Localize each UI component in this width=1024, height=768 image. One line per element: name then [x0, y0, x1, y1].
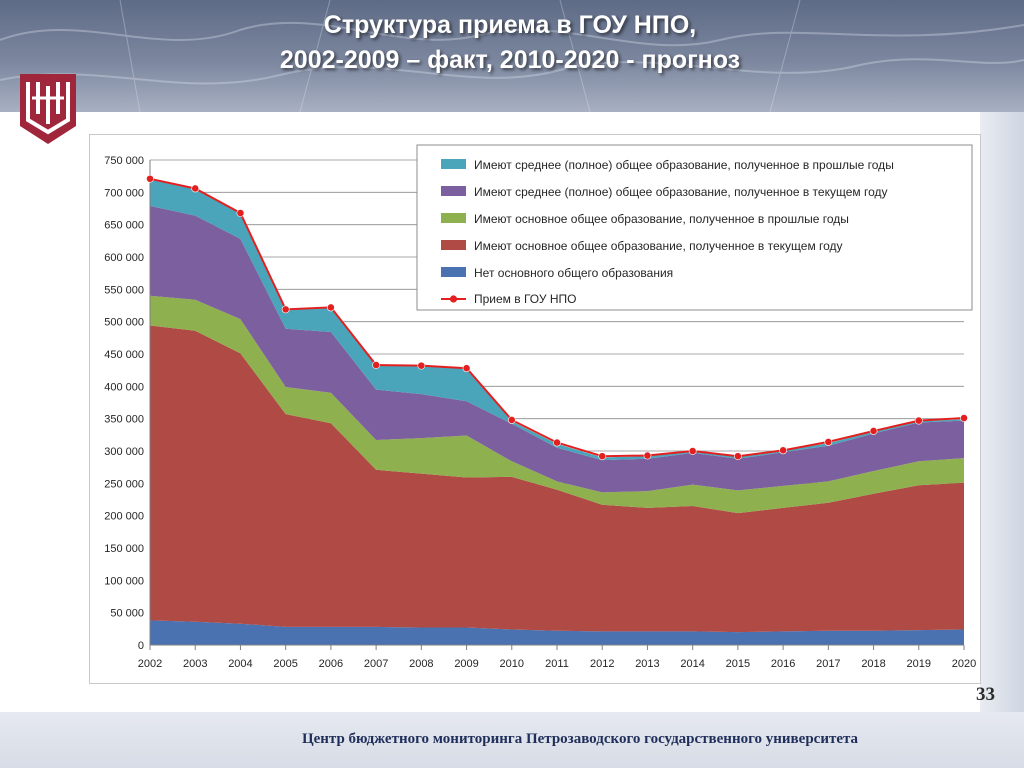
y-tick-label: 700 000 [104, 187, 144, 199]
legend-swatch [441, 159, 466, 169]
area-series-1 [150, 620, 964, 645]
x-tick-label: 2012 [590, 658, 614, 670]
x-tick-label: 2007 [364, 658, 388, 670]
x-tick-label: 2018 [861, 658, 885, 670]
legend-swatch [441, 186, 466, 196]
line-point [236, 209, 245, 217]
y-tick-label: 50 000 [110, 608, 144, 620]
x-tick-label: 2016 [771, 658, 795, 670]
y-tick-label: 550 000 [104, 284, 144, 296]
x-tick-label: 2015 [726, 658, 750, 670]
y-tick-label: 500 000 [104, 317, 144, 329]
stacked-area-chart: 0 50 000 100 000 150 000 200 000 250 000 300 0… [104, 144, 976, 670]
title-line-1: Структура приема в ГОУ НПО, [323, 11, 697, 39]
footer-band [0, 712, 1024, 768]
x-tick-label: 2010 [500, 658, 524, 670]
legend-label: Нет основного общего образования [474, 266, 673, 280]
legend-label: Имеют основное общее образование, получе… [474, 212, 849, 226]
line-point [733, 452, 742, 461]
area-series-2 [150, 325, 964, 633]
line-point [598, 452, 607, 461]
y-tick-label: 300 000 [104, 446, 144, 458]
y-tick-label: 350 000 [104, 414, 144, 426]
x-tick-label: 2006 [319, 658, 343, 670]
line-point [507, 416, 516, 424]
y-tick-label: 100 000 [104, 575, 144, 587]
legend-swatch [441, 240, 466, 250]
line-point [643, 451, 652, 460]
chart-panel: 0 50 000 100 000 150 000 200 000 250 000 300 0… [89, 134, 981, 684]
y-tick-label: 200 000 [104, 511, 144, 523]
area-series-3 [150, 295, 964, 514]
university-logo-icon [20, 74, 76, 144]
legend-swatch [441, 267, 466, 277]
line-point [372, 361, 381, 369]
x-tick-label: 2014 [680, 658, 704, 670]
x-tick-label: 2009 [454, 658, 478, 670]
legend-box [416, 144, 973, 311]
line-point [281, 305, 290, 314]
y-tick-label: 0 [138, 640, 144, 652]
line-point [326, 303, 335, 312]
slide-title: Структура приема в ГОУ НПО, 2002-2009 – … [200, 8, 820, 78]
x-tick-label: 2020 [952, 658, 976, 670]
title-line-2: 2002-2009 – факт, 2010-2020 - прогноз [279, 46, 741, 74]
legend-label: Прием в ГОУ НПО [474, 292, 576, 306]
line-point [960, 414, 968, 422]
line-point [417, 361, 426, 370]
line-point [191, 184, 200, 193]
y-tick-label: 750 000 [104, 155, 144, 167]
legend-label: Имеют основное общее образование, получе… [474, 239, 843, 253]
x-tick-label: 2004 [228, 658, 252, 670]
right-decoration [980, 112, 1024, 712]
legend-label: Имеют среднее (полное) общее образование… [474, 158, 894, 172]
area-series-4 [150, 205, 964, 493]
x-tick-label: 2002 [138, 658, 162, 670]
map-background-decoration [0, 0, 1024, 112]
y-tick-label: 250 000 [104, 478, 144, 490]
x-tick-label: 2013 [635, 658, 659, 670]
legend-label: Имеют среднее (полное) общее образование… [474, 185, 888, 199]
y-tick-label: 150 000 [104, 543, 144, 555]
y-tick-label: 600 000 [104, 252, 144, 264]
line-point [553, 438, 561, 447]
area-series-5 [150, 179, 964, 461]
y-tick-label: 400 000 [104, 381, 144, 393]
x-tick-label: 2008 [409, 658, 433, 670]
line-point [462, 364, 471, 373]
x-tick-label: 2005 [273, 658, 297, 670]
x-tick-label: 2017 [816, 658, 840, 670]
line-point [914, 416, 923, 425]
x-tick-label: 2011 [545, 658, 569, 670]
x-tick-label: 2003 [183, 658, 207, 670]
y-tick-label: 650 000 [104, 220, 144, 232]
header-band [0, 0, 1024, 112]
y-tick-label: 450 000 [104, 349, 144, 361]
legend-line-marker [449, 295, 458, 303]
legend-swatch [441, 213, 466, 223]
line-point [146, 174, 154, 183]
footer-caption: Центр бюджетного мониторинга Петрозаводс… [301, 731, 859, 747]
page-number: 33 [976, 684, 995, 705]
line-point [824, 438, 833, 446]
line-point [779, 446, 788, 455]
line-point [688, 447, 697, 455]
line-point [869, 427, 878, 435]
x-tick-label: 2019 [907, 658, 931, 670]
